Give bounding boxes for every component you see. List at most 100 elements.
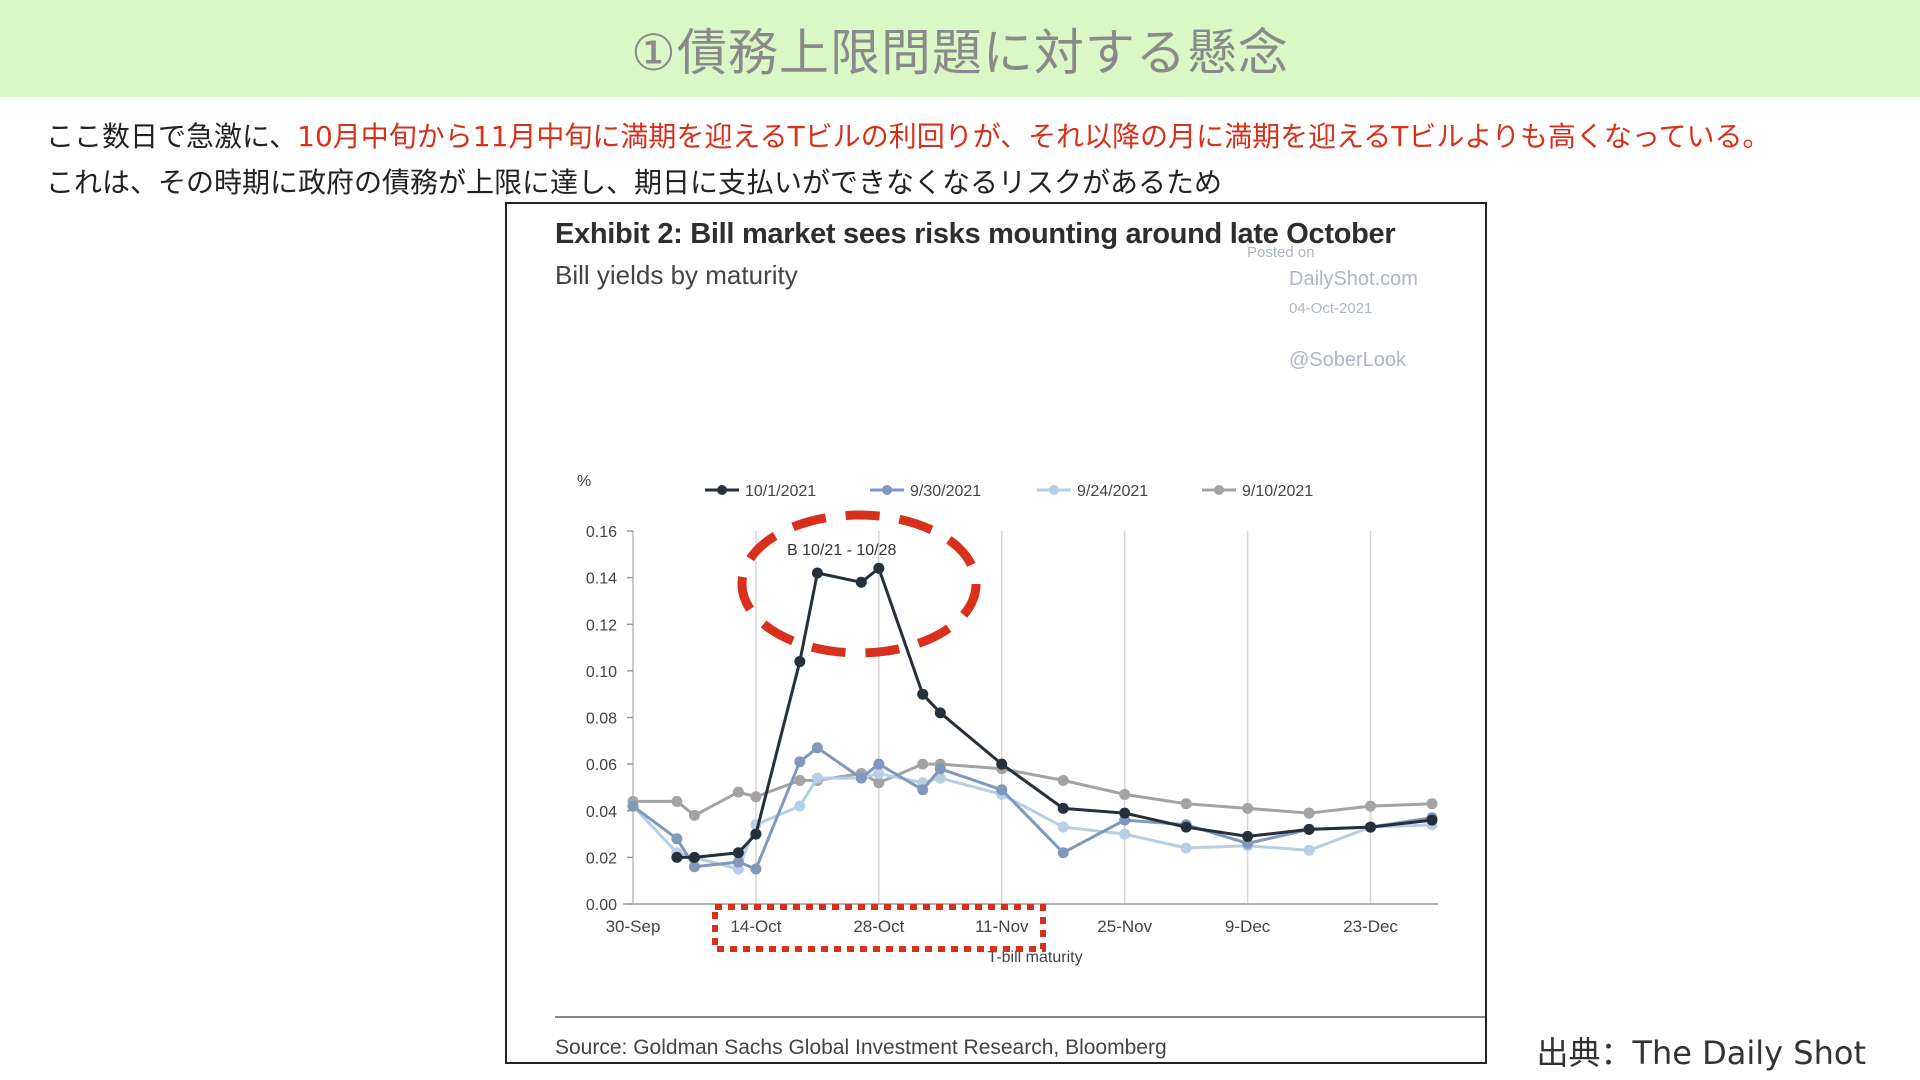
x-axis-label: T-bill maturity — [987, 949, 1082, 966]
data-point — [732, 786, 744, 798]
data-point — [1057, 802, 1069, 814]
legend-label: 9/10/2021 — [1242, 483, 1313, 500]
data-point — [750, 863, 762, 875]
data-point — [811, 772, 823, 784]
data-point — [1180, 842, 1192, 854]
data-point — [688, 809, 700, 821]
data-point — [917, 758, 929, 770]
intro-line-1-highlight: 10月中旬から11月中旬に満期を迎えるTビルの利回りが、それ以降の月に満期を迎え… — [297, 120, 1771, 153]
legend-marker — [1214, 485, 1224, 495]
data-point — [1119, 788, 1131, 800]
data-point — [1365, 800, 1377, 812]
watermark-handle: @SoberLook — [1289, 349, 1407, 371]
data-point — [794, 656, 806, 668]
x-tick-label: 11-Nov — [975, 917, 1029, 936]
legend-label: 10/1/2021 — [745, 483, 816, 500]
y-tick-label: 0.10 — [586, 664, 617, 681]
x-tick-label: 28-Oct — [853, 917, 904, 936]
data-point — [1303, 823, 1315, 835]
data-point — [996, 784, 1008, 796]
data-point — [627, 800, 639, 812]
y-tick-label: 0.16 — [586, 524, 617, 541]
line-chart: 0.00 0.02 0.04 0.06 0.08 0.10 0.12 0.14 0.16% 30-… — [577, 473, 1438, 966]
data-point — [794, 756, 806, 768]
legend-label: 9/24/2021 — [1077, 483, 1148, 500]
intro-text: ここ数日で急激に、10月中旬から11月中旬に満期を迎えるTビルの利回りが、それ以… — [46, 114, 1916, 206]
data-point — [688, 861, 700, 873]
data-point — [1303, 844, 1315, 856]
series-line — [633, 762, 1433, 817]
data-point — [671, 851, 683, 863]
chart-figure: Exhibit 2: Bill market sees risks mounti… — [505, 202, 1487, 1064]
intro-line-1-lead: ここ数日で急激に、 — [46, 120, 298, 153]
watermark-date: 04-Oct-2021 — [1289, 300, 1373, 317]
data-point — [811, 567, 823, 579]
y-tick-label: 0.00 — [586, 897, 617, 914]
y-tick-label: 0.02 — [586, 850, 617, 867]
data-point — [732, 856, 744, 868]
highlight-ellipse — [737, 510, 981, 658]
slide-title-bar: ①債務上限問題に対する懸念 — [0, 0, 1920, 97]
data-point — [873, 758, 885, 770]
data-point — [855, 576, 867, 588]
data-point — [996, 758, 1008, 770]
data-point — [934, 763, 946, 775]
chart-source: Source: Goldman Sachs Global Investment … — [555, 1036, 1167, 1059]
x-tick-label: 30-Sep — [606, 917, 661, 936]
data-point — [917, 688, 929, 700]
data-point — [750, 791, 762, 803]
y-tick-label: 0.08 — [586, 711, 617, 728]
y-tick-label: 0.06 — [586, 757, 617, 774]
data-point — [1303, 807, 1315, 819]
data-point — [811, 742, 823, 754]
highlight-maturity-box — [712, 904, 1046, 952]
y-axis-label: % — [577, 473, 591, 490]
data-point — [794, 774, 806, 786]
data-point — [794, 800, 806, 812]
intro-line-2: これは、その時期に政府の債務が上限に達し、期日に支払いができなくなるリスクがある… — [46, 166, 1223, 199]
credit-text: 出典：The Daily Shot — [1536, 1034, 1866, 1072]
data-point — [1242, 802, 1254, 814]
data-point — [1180, 821, 1192, 833]
data-point — [1057, 774, 1069, 786]
legend-marker — [882, 485, 892, 495]
y-tick-label: 0.14 — [586, 571, 617, 588]
legend-marker — [1049, 485, 1059, 495]
data-point — [855, 772, 867, 784]
data-point — [1365, 821, 1377, 833]
data-point — [1242, 830, 1254, 842]
y-tick-label: 0.04 — [586, 804, 617, 821]
chart-subtitle: Bill yields by maturity — [555, 260, 798, 290]
slide-title: ①債務上限問題に対する懸念 — [631, 23, 1289, 82]
intro-line-1: ここ数日で急激に、10月中旬から11月中旬に満期を迎えるTビルの利回りが、それ以… — [46, 114, 1916, 160]
data-point — [732, 847, 744, 859]
watermark-posted: Posted on — [1247, 244, 1315, 261]
source-divider — [555, 1016, 1485, 1018]
data-point — [671, 833, 683, 845]
data-point — [1057, 847, 1069, 859]
data-point — [873, 562, 885, 574]
data-point — [750, 828, 762, 840]
data-point — [917, 784, 929, 796]
data-point — [1057, 821, 1069, 833]
chart-title: Exhibit 2: Bill market sees risks mounti… — [555, 218, 1396, 250]
y-tick-label: 0.12 — [586, 617, 617, 634]
series-line — [676, 566, 1433, 859]
data-point — [1119, 828, 1131, 840]
chart-annotation: B 10/21 - 10/28 — [787, 542, 897, 559]
x-tick-label: 23-Dec — [1343, 917, 1398, 936]
data-point — [1180, 798, 1192, 810]
data-point — [688, 851, 700, 863]
x-tick-label: 25-Nov — [1097, 917, 1152, 936]
data-point — [1119, 807, 1131, 819]
legend-label: 9/30/2021 — [910, 483, 981, 500]
data-point — [934, 707, 946, 719]
legend-marker — [717, 485, 727, 495]
data-point — [1426, 798, 1438, 810]
x-tick-label: 14-Oct — [730, 917, 781, 936]
data-point — [873, 767, 885, 779]
watermark-site: DailyShot.com — [1289, 268, 1418, 290]
data-point — [934, 772, 946, 784]
data-point — [873, 777, 885, 789]
data-point — [671, 795, 683, 807]
